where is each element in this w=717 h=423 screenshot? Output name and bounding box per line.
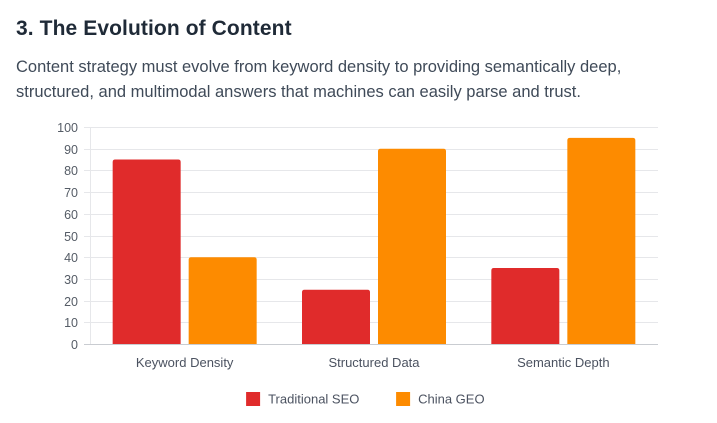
y-tick-label: 0 <box>71 338 78 352</box>
section-heading: 3. The Evolution of Content <box>16 17 292 40</box>
legend-item-traditional-seo[interactable]: Traditional SEO <box>246 392 359 407</box>
x-category-label: Keyword Density <box>136 355 234 370</box>
x-axis: Keyword Density Structured Data Semantic D… <box>136 355 610 370</box>
bar-traditional-seo-keyword-density[interactable] <box>112 159 181 344</box>
legend-item-china-geo[interactable]: China GEO <box>396 392 485 407</box>
bar-traditional-seo-semantic-depth[interactable] <box>491 268 560 344</box>
y-tick-label: 30 <box>64 273 78 287</box>
bar-china-geo-keyword-density[interactable] <box>188 257 257 344</box>
legend-label: China GEO <box>418 392 484 407</box>
x-category-label: Semantic Depth <box>517 355 610 370</box>
y-tick-label: 20 <box>64 295 78 309</box>
y-tick-label: 90 <box>64 143 78 157</box>
bar-china-geo-semantic-depth[interactable] <box>567 137 636 344</box>
y-tick-label: 10 <box>64 316 78 330</box>
y-tick-label: 80 <box>64 164 78 178</box>
bar-traditional-seo-structured-data[interactable] <box>302 289 370 344</box>
legend-label: Traditional SEO <box>268 392 359 407</box>
y-tick-label: 50 <box>64 230 78 244</box>
y-tick-label: 70 <box>64 186 78 200</box>
chart-bars <box>112 137 636 344</box>
y-tick-label: 100 <box>57 121 78 135</box>
y-axis: 0 10 20 30 40 50 60 70 80 90 100 <box>57 121 78 352</box>
legend-swatch <box>396 392 411 406</box>
section-description: Content strategy must evolve from keywor… <box>16 58 622 101</box>
y-tick-label: 60 <box>64 208 78 222</box>
bar-china-geo-structured-data[interactable] <box>378 148 446 344</box>
chart-legend: Traditional SEO China GEO <box>246 392 485 407</box>
legend-swatch <box>246 392 261 406</box>
y-tick-label: 40 <box>64 251 78 265</box>
x-category-label: Structured Data <box>328 355 420 370</box>
